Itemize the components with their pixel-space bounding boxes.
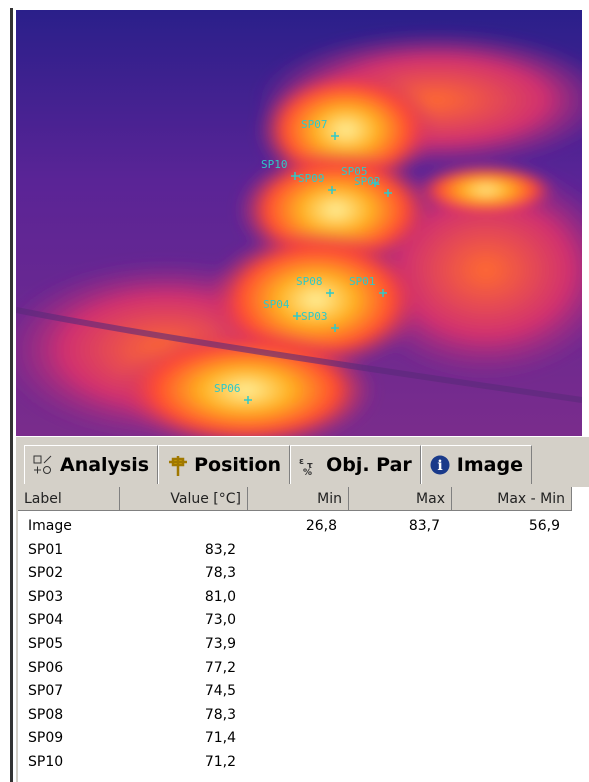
tab-label: Obj. Par: [326, 454, 412, 476]
svg-text:%: %: [303, 468, 312, 476]
column-header[interactable]: Value [°C]: [120, 487, 248, 511]
spot-label: SP06: [214, 382, 241, 395]
table-cell: 77,2: [120, 657, 248, 679]
tab[interactable]: Analysis: [24, 445, 158, 484]
spot-label: SP08: [296, 275, 323, 288]
table-cell: SP04: [18, 609, 120, 631]
window-edge: [10, 8, 13, 782]
table-cell: 73,9: [120, 633, 248, 655]
app-window: SP07SP10SP09SP05SP02SP08SP01SP04SP03SP06…: [0, 0, 589, 782]
spot-label: SP04: [263, 298, 290, 311]
svg-text:ε: ε: [299, 457, 304, 467]
page: SP07SP10SP09SP05SP02SP08SP01SP04SP03SP06…: [0, 0, 589, 782]
table-cell: 78,3: [120, 562, 248, 584]
tab-icon: i: [430, 455, 451, 476]
table-cell: SP01: [18, 539, 120, 561]
table-cell: SP10: [18, 751, 120, 773]
table-cell: SP07: [18, 680, 120, 702]
tab-icon: [167, 455, 188, 476]
table-cell: SP03: [18, 586, 120, 608]
spot-label: SP03: [301, 310, 328, 323]
table-cell: 81,0: [120, 586, 248, 608]
table-cell: Image: [18, 515, 120, 537]
table-cell: 83,2: [120, 539, 248, 561]
table-cell: SP06: [18, 657, 120, 679]
column-header[interactable]: Min: [248, 487, 349, 511]
spot-label: SP01: [349, 275, 376, 288]
tab-label: Analysis: [60, 454, 149, 476]
table-cell: 83,7: [349, 515, 452, 537]
table-cell: 71,2: [120, 751, 248, 773]
tab-icon: [33, 455, 54, 476]
table-cell: 56,9: [452, 515, 572, 537]
column-header[interactable]: Max: [349, 487, 452, 511]
spot-label: SP10: [261, 158, 288, 171]
svg-text:i: i: [437, 458, 442, 474]
table-cell: 74,5: [120, 680, 248, 702]
table-cell: 71,4: [120, 727, 248, 749]
tab-label: Position: [194, 454, 281, 476]
table-cell: 73,0: [120, 609, 248, 631]
tab[interactable]: i Image: [421, 445, 532, 484]
table-cell: SP09: [18, 727, 120, 749]
table-cell: SP02: [18, 562, 120, 584]
spot-label: SP09: [298, 172, 325, 185]
table-cell: SP05: [18, 633, 120, 655]
tab[interactable]: Position: [158, 445, 290, 484]
table-cell: 26,8: [248, 515, 349, 537]
column-header[interactable]: Label: [18, 487, 120, 511]
column-header[interactable]: Max - Min: [452, 487, 572, 511]
spot-label: SP07: [301, 118, 328, 131]
table-cell: 78,3: [120, 704, 248, 726]
table-cell: SP08: [18, 704, 120, 726]
spot-label: SP02: [354, 175, 381, 188]
tab-label: Image: [457, 454, 523, 476]
